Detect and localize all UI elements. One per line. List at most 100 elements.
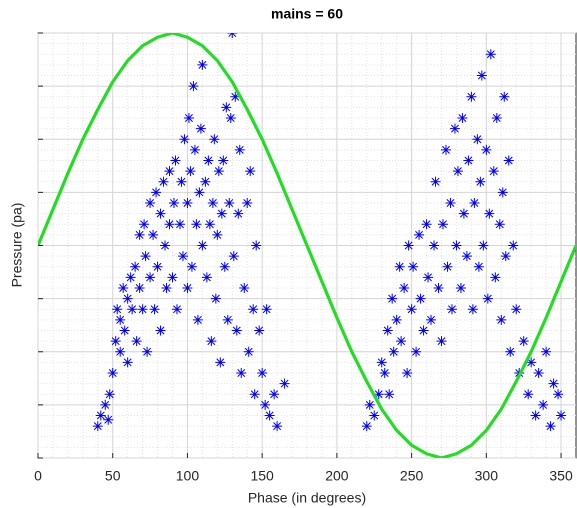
data-layer [38, 33, 576, 458]
asterisk-point [119, 325, 130, 336]
asterisk-point [446, 304, 457, 315]
asterisk-point [553, 389, 564, 400]
asterisk-point [418, 325, 429, 336]
asterisk-point [158, 176, 169, 187]
asterisk-point [423, 272, 434, 283]
asterisk-point [168, 198, 179, 208]
asterisk-point [494, 219, 505, 230]
asterisk-point [455, 283, 466, 293]
asterisk-point [466, 91, 477, 102]
asterisk-point [115, 346, 126, 357]
asterisk-point [222, 314, 233, 325]
asterisk-point [369, 410, 380, 421]
asterisk-point [118, 283, 129, 293]
asterisk-point [103, 414, 114, 425]
asterisk-point [170, 155, 181, 166]
asterisk-point [491, 113, 502, 123]
asterisk-point [485, 49, 496, 60]
asterisk-point [207, 198, 218, 208]
asterisk-point [155, 208, 166, 219]
asterisk-point [414, 229, 425, 240]
asterisk-point [188, 81, 199, 92]
asterisk-point [497, 187, 508, 198]
x-tick-label: 250 [400, 468, 424, 484]
asterisk-point [228, 251, 239, 262]
asterisk-point [216, 208, 227, 219]
asterisk-point [127, 304, 138, 315]
asterisk-point [130, 261, 141, 272]
x-tick-label: 200 [325, 468, 349, 484]
asterisk-point [122, 357, 133, 368]
asterisk-point [499, 91, 510, 102]
asterisk-point [264, 410, 275, 421]
asterisk-point [511, 304, 522, 315]
asterisk-point [251, 240, 262, 251]
asterisk-point [206, 336, 217, 347]
asterisk-point [500, 251, 511, 262]
asterisk-point [475, 176, 486, 187]
asterisk-point [110, 336, 121, 347]
asterisk-point [452, 166, 463, 177]
asterisk-point [530, 410, 541, 421]
asterisk-point [279, 378, 290, 389]
asterisk-point [442, 261, 453, 272]
asterisk-point [426, 314, 437, 325]
asterisk-point [545, 421, 556, 432]
asterisk-point [376, 357, 387, 368]
asterisk-point [261, 304, 272, 315]
asterisk-point [458, 208, 469, 219]
asterisk-point [200, 176, 211, 187]
asterisk-point [242, 198, 253, 208]
asterisk-point [152, 261, 163, 272]
asterisk-point [164, 219, 175, 230]
asterisk-point [379, 368, 390, 378]
asterisk-point [463, 155, 474, 166]
asterisk-point [478, 240, 489, 251]
asterisk-point [472, 134, 483, 145]
asterisk-point [396, 336, 407, 347]
asterisk-point [219, 261, 230, 272]
x-axis-label: Phase (in degrees) [248, 490, 366, 506]
asterisk-point [149, 304, 160, 315]
asterisk-point [137, 304, 148, 315]
asterisk-point [476, 70, 487, 81]
asterisk-point [361, 421, 372, 432]
asterisk-point [437, 219, 448, 230]
asterisk-point [457, 113, 468, 123]
asterisk-point [482, 293, 493, 304]
asterisk-point [145, 198, 156, 208]
asterisk-point [230, 91, 241, 102]
asterisk-point [218, 155, 229, 166]
asterisk-point [213, 166, 224, 177]
asterisk-point [433, 283, 444, 293]
asterisk-point [429, 240, 440, 251]
asterisk-point [541, 346, 552, 357]
asterisk-point [224, 198, 235, 208]
asterisk-point [272, 421, 283, 432]
asterisk-point [112, 304, 123, 315]
asterisk-point [176, 176, 187, 187]
asterisk-point [236, 368, 247, 378]
asterisk-point [167, 272, 178, 283]
asterisk-point [151, 187, 162, 198]
asterisk-point [100, 399, 111, 410]
asterisk-point [182, 283, 193, 293]
asterisk-point [195, 123, 206, 134]
asterisk-point [134, 283, 145, 293]
asterisk-point [257, 368, 268, 378]
asterisk-point [212, 229, 223, 240]
asterisk-point [210, 293, 221, 304]
asterisk-point [399, 283, 410, 293]
asterisk-point [248, 304, 259, 315]
asterisk-point [496, 314, 507, 325]
asterisk-point [142, 346, 153, 357]
asterisk-point [122, 293, 133, 304]
x-tick-label: 350 [549, 468, 573, 484]
asterisk-point [177, 251, 188, 262]
asterisk-point [243, 346, 254, 357]
asterisk-point [161, 283, 172, 293]
asterisk-point [402, 368, 413, 378]
asterisk-point [526, 357, 537, 368]
asterisk-point [394, 261, 405, 272]
asterisk-point [231, 325, 242, 336]
